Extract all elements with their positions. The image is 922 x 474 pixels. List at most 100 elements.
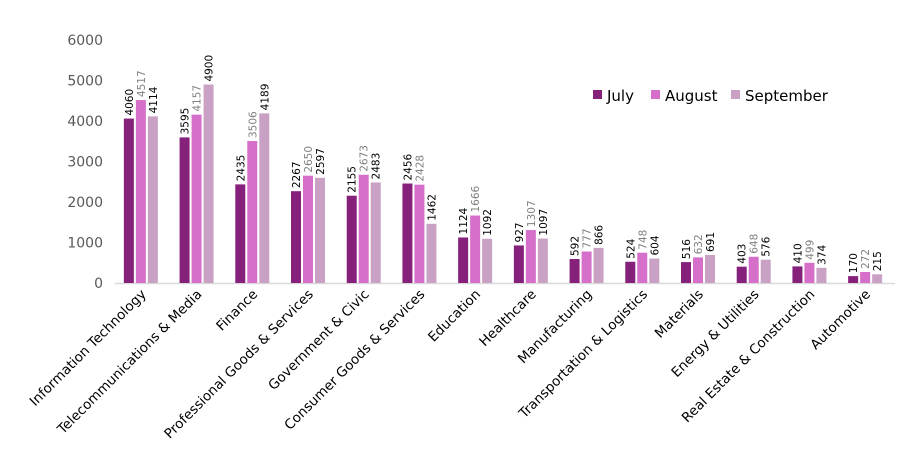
data-label: 4517 [136,70,148,97]
data-label: 748 [637,230,649,250]
bar-august [693,257,703,283]
data-label: 866 [594,225,606,245]
data-label: 604 [649,235,661,255]
bar-august [860,271,871,283]
bar-september [649,258,660,283]
bar-july [848,276,859,283]
data-label: 272 [860,249,872,269]
legend-swatch-july [593,90,602,99]
data-label: 2428 [414,155,426,182]
x-tick-label: Education [425,287,484,346]
bar-september [370,182,381,283]
bar-august [135,100,146,284]
bar-september [259,113,270,284]
data-label: 777 [582,228,594,248]
bar-july [458,237,469,283]
bar-july [513,245,524,283]
data-label: 1666 [470,185,482,212]
bar-july [736,266,747,283]
bar-august [525,230,536,283]
data-label: 4060 [124,89,136,116]
y-tick-label: 6000 [67,33,103,49]
data-label: 648 [749,234,761,254]
data-label: 170 [848,253,860,273]
data-label: 403 [737,244,749,264]
data-label: 1092 [482,209,494,236]
bar-july [681,262,691,283]
bar-september [816,267,827,283]
data-label: 2267 [291,161,303,188]
data-label: 499 [804,240,816,260]
bar-august [414,184,425,283]
data-label: 4189 [259,84,271,111]
bar-august [804,262,815,283]
x-tick-label: Automotive [807,287,874,354]
legend-label-september: September [745,87,829,105]
data-label: 927 [514,222,526,242]
legend-label-august: August [665,87,718,105]
bar-september [760,259,771,283]
bar-august [247,141,258,283]
data-label: 2597 [315,148,327,175]
data-label: 1097 [538,209,550,236]
data-label: 4114 [148,86,160,113]
data-label: 1462 [426,194,438,221]
y-tick-label: 4000 [67,114,103,130]
bar-august [470,215,481,283]
bar-september [872,274,883,283]
bar-august [581,251,592,283]
bar-august [191,114,202,283]
y-tick-label: 5000 [67,74,103,90]
bar-july [235,184,246,283]
bar-july [346,195,357,283]
bar-july [625,261,636,283]
data-label: 2435 [235,155,247,182]
bar-july [792,266,803,283]
bar-august [303,175,313,283]
data-label: 3595 [180,108,192,135]
bar-august [748,256,759,283]
data-label: 1124 [458,207,470,234]
data-label: 1307 [526,200,538,227]
bar-august [637,252,648,283]
data-label: 2650 [303,146,315,173]
legend-swatch-september [731,90,740,99]
bar-september [426,223,437,283]
bar-september [593,247,604,283]
data-label: 516 [681,239,693,259]
data-label: 524 [625,238,637,258]
data-label: 2483 [371,153,383,180]
x-tick-label: Materials [652,287,707,342]
x-tick-label: Government & Civic [265,287,372,394]
bar-july [123,118,134,283]
bar-september [705,255,715,283]
bar-september [147,116,158,284]
bar-july [569,259,580,283]
data-label: 410 [792,243,804,263]
data-label: 2673 [359,145,371,172]
bar-july [179,137,190,283]
data-label: 632 [693,234,705,254]
x-tick-label: Finance [213,287,261,335]
bar-july [402,183,413,283]
bar-september [482,238,493,283]
data-label: 2456 [402,153,414,180]
data-label: 4900 [204,55,216,82]
bar-july [291,191,301,283]
y-tick-label: 3000 [67,155,103,171]
bar-september [315,177,325,283]
data-label: 576 [761,236,773,256]
data-label: 3506 [247,111,259,138]
bar-september [537,238,548,283]
data-label: 215 [872,251,884,271]
legend-label-july: July [606,87,634,105]
y-tick-label: 2000 [67,195,103,211]
data-label: 592 [570,236,582,256]
y-tick-label: 1000 [67,236,103,252]
legend-swatch-august [651,90,660,99]
data-label: 691 [705,232,717,252]
data-label: 374 [816,244,828,264]
data-label: 2155 [347,166,359,193]
